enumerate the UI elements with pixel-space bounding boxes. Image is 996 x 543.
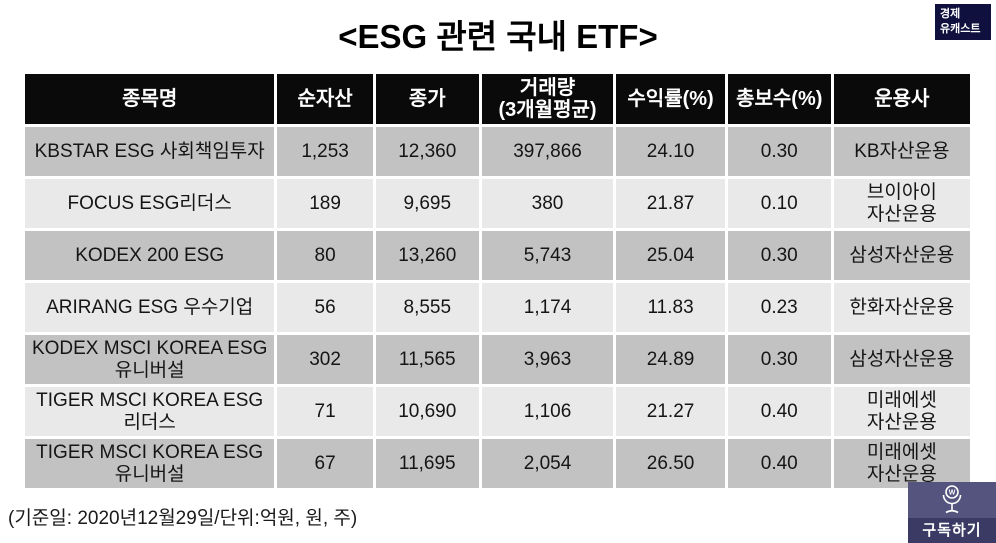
cell-volume: 1,174 [481,283,614,332]
etf-table: 종목명 순자산 종가 거래량 (3개월평균) 수익률(%) 총보수(%) 운용사… [22,71,973,491]
cell-close: 11,695 [375,439,479,488]
cell-nav: 302 [277,335,373,384]
col-header-name: 종목명 [25,74,275,124]
cell-return: 24.10 [616,127,725,176]
col-header-manager: 운용사 [833,74,970,124]
cell-fee: 0.30 [727,231,831,280]
cell-name: KBSTAR ESG 사회책임투자 [25,127,275,176]
table-row: TIGER MSCI KOREA ESG 유니버설 67 11,695 2,05… [25,439,970,488]
cell-nav: 71 [277,387,373,436]
cell-fee: 0.30 [727,335,831,384]
cell-return: 26.50 [616,439,725,488]
cell-manager: 삼성자산운용 [833,335,970,384]
table-row: TIGER MSCI KOREA ESG 리더스 71 10,690 1,106… [25,387,970,436]
cell-fee: 0.23 [727,283,831,332]
cell-close: 13,260 [375,231,479,280]
microphone-icon: W [938,482,966,518]
cell-nav: 67 [277,439,373,488]
table-row: KBSTAR ESG 사회책임투자 1,253 12,360 397,866 2… [25,127,970,176]
basis-date-note: (기준일: 2020년12월29일/단위:억원, 원, 주) [8,508,358,529]
cell-nav: 189 [277,179,373,228]
cell-manager: 미래에셋 자산운용 [833,439,970,488]
cell-close: 9,695 [375,179,479,228]
table-row: KODEX 200 ESG 80 13,260 5,743 25.04 0.30… [25,231,970,280]
page-title: <ESG 관련 국내 ETF> [338,18,658,55]
cell-manager: 미래에셋 자산운용 [833,387,970,436]
cell-name: KODEX 200 ESG [25,231,275,280]
cell-nav: 56 [277,283,373,332]
cell-return: 11.83 [616,283,725,332]
cell-return: 24.89 [616,335,725,384]
cell-fee: 0.30 [727,127,831,176]
cell-close: 12,360 [375,127,479,176]
cell-close: 10,690 [375,387,479,436]
cell-fee: 0.10 [727,179,831,228]
table-header: 종목명 순자산 종가 거래량 (3개월평균) 수익률(%) 총보수(%) 운용사 [25,74,970,124]
cell-volume: 5,743 [481,231,614,280]
cell-volume: 380 [481,179,614,228]
table-row: KODEX MSCI KOREA ESG 유니버설 302 11,565 3,9… [25,335,970,384]
cell-volume: 2,054 [481,439,614,488]
table-row: FOCUS ESG리더스 189 9,695 380 21.87 0.10 브이… [25,179,970,228]
cell-name: KODEX MSCI KOREA ESG 유니버설 [25,335,275,384]
cell-fee: 0.40 [727,439,831,488]
cell-manager: 삼성자산운용 [833,231,970,280]
cell-volume: 397,866 [481,127,614,176]
col-header-fee: 총보수(%) [727,74,831,124]
subscribe-label: 구독하기 [908,518,996,543]
cell-close: 8,555 [375,283,479,332]
cell-manager: 한화자산운용 [833,283,970,332]
cell-manager: KB자산운용 [833,127,970,176]
cell-close: 11,565 [375,335,479,384]
cell-name: TIGER MSCI KOREA ESG 유니버설 [25,439,275,488]
col-header-nav: 순자산 [277,74,373,124]
cell-nav: 1,253 [277,127,373,176]
cell-name: ARIRANG ESG 우수기업 [25,283,275,332]
cell-manager: 브이아이 자산운용 [833,179,970,228]
col-header-close: 종가 [375,74,479,124]
cell-name: FOCUS ESG리더스 [25,179,275,228]
cell-name: TIGER MSCI KOREA ESG 리더스 [25,387,275,436]
header-row: 종목명 순자산 종가 거래량 (3개월평균) 수익률(%) 총보수(%) 운용사 [25,74,970,124]
col-header-volume: 거래량 (3개월평균) [481,74,614,124]
col-header-return: 수익률(%) [616,74,725,124]
cell-return: 21.87 [616,179,725,228]
table-body: KBSTAR ESG 사회책임투자 1,253 12,360 397,866 2… [25,127,970,488]
mic-monogram: W [949,490,956,497]
cell-volume: 3,963 [481,335,614,384]
cell-nav: 80 [277,231,373,280]
cell-return: 21.27 [616,387,725,436]
table-row: ARIRANG ESG 우수기업 56 8,555 1,174 11.83 0.… [25,283,970,332]
cell-return: 25.04 [616,231,725,280]
cell-volume: 1,106 [481,387,614,436]
cell-fee: 0.40 [727,387,831,436]
subscribe-button[interactable]: W 구독하기 [908,482,996,543]
channel-logo-badge: 경제 유캐스트 [935,4,991,40]
